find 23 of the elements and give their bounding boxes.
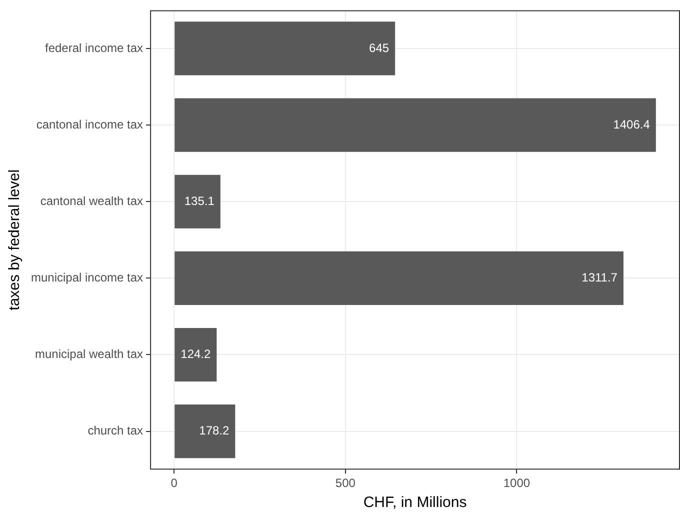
data-label: 1311.7 xyxy=(582,270,618,284)
y-axis-title: taxes by federal level xyxy=(6,169,24,310)
bar xyxy=(174,98,656,152)
x-tick-label: 1000 xyxy=(503,476,530,490)
x-axis-title: CHF, in Millions xyxy=(363,494,467,512)
data-label: 124.2 xyxy=(180,347,212,362)
bar xyxy=(174,22,396,76)
data-label: 178.2 xyxy=(199,424,230,438)
y-tick-label: church tax xyxy=(88,424,144,438)
y-tick-label: municipal income tax xyxy=(30,270,144,284)
y-tick-label: cantonal income tax xyxy=(36,117,144,132)
x-tick-label: 500 xyxy=(335,476,356,490)
data-label: 1406.4 xyxy=(613,117,650,132)
bar xyxy=(174,404,236,458)
y-tick-label: cantonal wealth tax xyxy=(40,194,144,208)
y-tick-label: federal income tax xyxy=(44,40,144,55)
bar xyxy=(174,251,624,305)
data-label: 645 xyxy=(369,40,390,55)
bar xyxy=(174,328,217,382)
bar xyxy=(174,174,220,228)
data-label: 135.1 xyxy=(184,194,215,208)
y-tick-label: municipal wealth tax xyxy=(34,347,144,362)
x-tick-label: 0 xyxy=(170,476,178,490)
